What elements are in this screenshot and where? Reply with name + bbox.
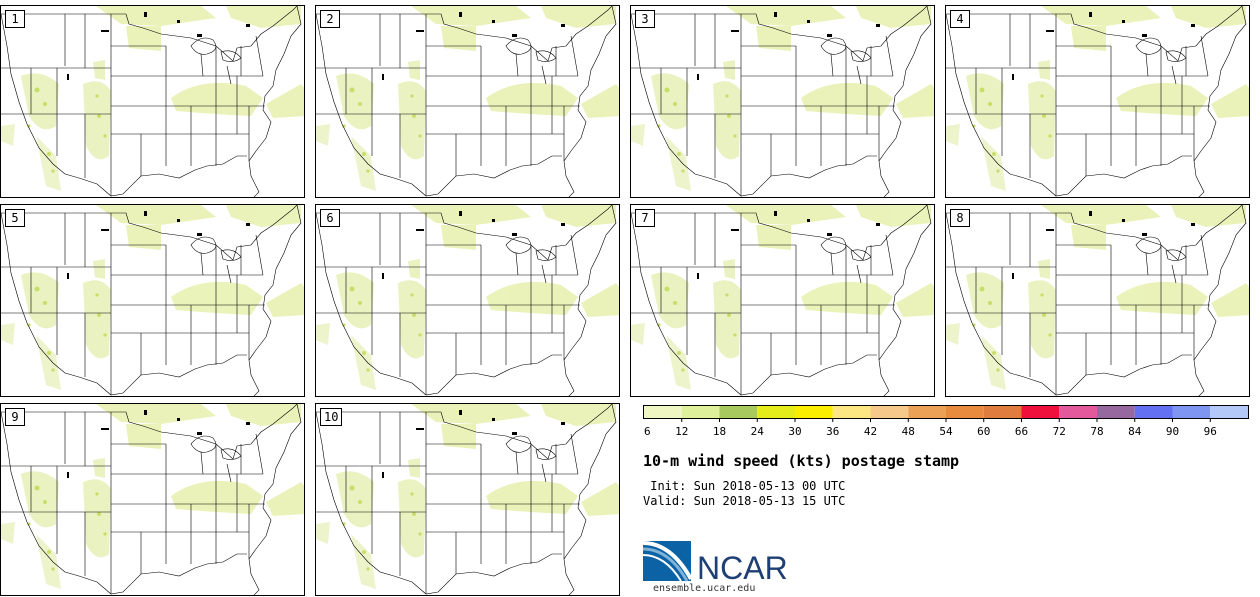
ncar-logo: NCAR (643, 541, 788, 583)
us-map (1, 205, 304, 396)
colorbar-tick-label: 84 (1128, 425, 1142, 438)
colorbar-tick-label: 6 (644, 425, 651, 438)
colorbar-tick-label: 96 (1204, 425, 1217, 438)
colorbar-bin (757, 406, 795, 418)
plot-title: 10-m wind speed (kts) postage stamp (643, 452, 960, 470)
colorbar-bin (832, 406, 871, 418)
logo-wordmark: NCAR (697, 550, 788, 583)
colorbar-bin (681, 406, 720, 418)
us-map (316, 6, 619, 197)
colorbar-tick-label: 30 (788, 425, 801, 438)
colorbar-tick-label: 66 (1015, 425, 1028, 438)
us-map (316, 205, 619, 396)
panel-number: 10 (320, 408, 343, 426)
colorbar-bin (795, 406, 833, 418)
colorbar-bin (983, 406, 1022, 418)
colorbar-tick-label: 72 (1053, 425, 1066, 438)
us-map (1, 404, 304, 595)
init-time: Init: Sun 2018-05-13 00 UTC (643, 479, 846, 493)
colorbar-tick-label: 48 (902, 425, 915, 438)
colorbar-tick-label: 54 (939, 425, 953, 438)
panel-number: 8 (950, 209, 970, 227)
map-panel-10: 10 (315, 403, 620, 596)
map-panel-1: 1 (0, 5, 305, 198)
colorbar-bin (1210, 406, 1248, 418)
colorbar-bin (644, 406, 682, 418)
map-panel-8: 8 (945, 204, 1250, 397)
colorbar-tick-label: 36 (826, 425, 839, 438)
colorbar-bin (1059, 406, 1097, 418)
map-panel-5: 5 (0, 204, 305, 397)
colorbar-bin (1172, 406, 1211, 418)
colorbar-tick-label: 24 (751, 425, 765, 438)
us-map (946, 6, 1249, 197)
panel-number: 5 (5, 209, 25, 227)
map-panel-2: 2 (315, 5, 620, 198)
us-map (1, 6, 304, 197)
map-panel-9: 9 (0, 403, 305, 596)
colorbar-bin (1134, 406, 1173, 418)
us-map (631, 205, 934, 396)
colorbar-tick-label: 90 (1166, 425, 1179, 438)
panel-number: 2 (320, 10, 340, 28)
panel-number: 3 (635, 10, 655, 28)
map-panel-7: 7 (630, 204, 935, 397)
valid-time: Valid: Sun 2018-05-13 15 UTC (643, 494, 846, 508)
colorbar-tick-label: 78 (1090, 425, 1103, 438)
colorbar-tick-label: 60 (977, 425, 990, 438)
colorbar: 6 12 18 24 30 36 42 48 54 60 66 72 78 84 90 96 (643, 405, 1249, 438)
colorbar-tick-label: 18 (713, 425, 726, 438)
panel-number: 7 (635, 209, 655, 227)
colorbar-bin (946, 406, 984, 418)
panel-number: 4 (950, 10, 970, 28)
us-map (631, 6, 934, 197)
colorbar-tick-label: 42 (864, 425, 877, 438)
logo-url: ensemble.ucar.edu (653, 583, 756, 594)
colorbar-bin (719, 406, 758, 418)
colorbar-bin (870, 406, 909, 418)
panel-number: 9 (5, 408, 25, 426)
us-map (946, 205, 1249, 396)
map-panel-3: 3 (630, 5, 935, 198)
map-panel-6: 6 (315, 204, 620, 397)
colorbar-bin (1097, 406, 1135, 418)
colorbar-bin (908, 406, 946, 418)
colorbar-tick-label: 12 (675, 425, 688, 438)
us-map (316, 404, 619, 595)
panel-number: 1 (5, 10, 25, 28)
colorbar-bin (1021, 406, 1060, 418)
panel-number: 6 (320, 209, 340, 227)
map-panel-4: 4 (945, 5, 1250, 198)
